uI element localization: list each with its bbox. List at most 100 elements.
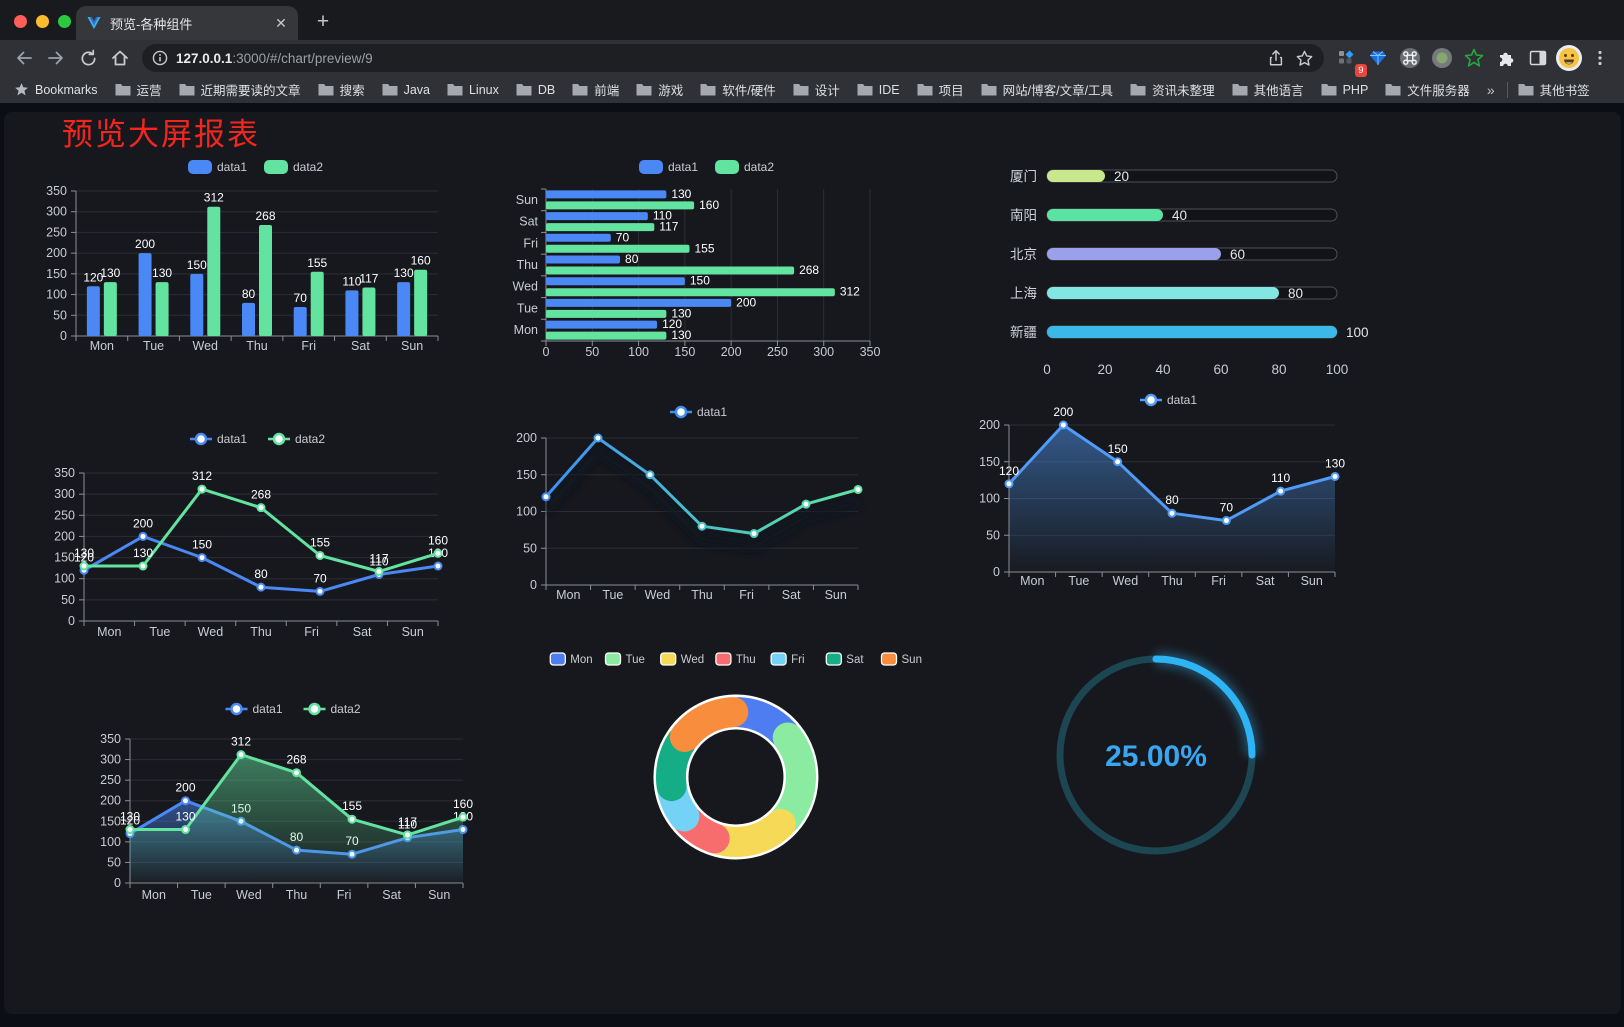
bookmark-folder[interactable]: 项目 (917, 80, 964, 99)
svg-text:110: 110 (1271, 471, 1290, 485)
back-arrow-icon (17, 51, 32, 65)
svg-text:70: 70 (1220, 501, 1234, 515)
extensions-puzzle-button[interactable] (1490, 43, 1522, 73)
svg-text:0: 0 (60, 329, 67, 343)
area-chart-dual[interactable]: data1 data2 0 50 100 150 200 250 300 350 Mon Tue Wed… (100, 683, 510, 921)
bookmark-folder[interactable]: 设计 (793, 80, 840, 99)
url-text[interactable]: 127.0.0.1:3000/#/chart/preview/9 (176, 50, 373, 66)
svg-text:Wed: Wed (193, 339, 219, 353)
share-icon[interactable] (1267, 49, 1285, 67)
svg-text:Thu: Thu (246, 339, 268, 353)
area-chart-single[interactable]: data1 0 50 100 150 200 Mon Tue Wed Thu Fri Sat Sun 12… (975, 388, 1395, 602)
svg-text:data1: data1 (217, 160, 247, 174)
svg-text:80: 80 (1288, 286, 1303, 301)
svg-text:130: 130 (394, 266, 414, 280)
extension-command-button[interactable] (1394, 43, 1426, 73)
close-window-button[interactable] (14, 15, 27, 28)
bookmark-star-icon[interactable] (1295, 49, 1314, 68)
svg-text:50: 50 (523, 541, 537, 555)
bookmark-folder-label: IDE (878, 82, 900, 97)
bookmark-folder[interactable]: 其他语言 (1232, 80, 1304, 99)
bookmark-folder-label: 文件服务器 (1407, 84, 1470, 98)
hbar-chart-grouped[interactable]: data1 data2 0 50 100 150 200 250 300 350 Sun 130 160… (500, 153, 900, 368)
svg-text:100: 100 (1346, 325, 1369, 340)
back-button[interactable] (8, 43, 40, 73)
folder-icon (917, 84, 933, 96)
bookmark-folder[interactable]: Java (382, 83, 430, 97)
bar-chart-grouped[interactable]: data1 data2 0 50 100 150 200 250 300 350 Mon Tue Wed… (40, 153, 450, 368)
minimize-window-button[interactable] (36, 15, 49, 28)
fullscreen-window-button[interactable] (58, 15, 71, 28)
svg-text:150: 150 (54, 551, 75, 565)
svg-text:312: 312 (231, 735, 251, 749)
svg-text:130: 130 (671, 306, 691, 320)
svg-text:Wed: Wed (513, 280, 539, 294)
svg-text:Thu: Thu (736, 654, 756, 666)
bookmark-folder[interactable]: 游戏 (636, 80, 683, 99)
svg-text:130: 130 (175, 810, 195, 824)
bookmark-folder[interactable]: 网站/博客/文章/工具 (981, 80, 1113, 99)
extension-star-button[interactable] (1458, 43, 1490, 73)
svg-text:268: 268 (286, 753, 306, 767)
bookmark-folder[interactable]: 近期需要读的文章 (179, 80, 301, 99)
bookmark-folder[interactable]: 文件服务器 (1385, 80, 1470, 99)
bookmark-folder[interactable]: 运营 (115, 80, 162, 99)
svg-text:250: 250 (100, 773, 121, 787)
window-controls (14, 15, 71, 28)
side-panel-button[interactable] (1522, 43, 1554, 73)
line-chart-dual[interactable]: data1 data2 0 50 100 150 200 250 300 350 Mon Tue Wed… (40, 425, 450, 650)
tab-title: 预览-各种组件 (110, 16, 193, 32)
svg-text:110: 110 (398, 818, 417, 832)
bookmark-folder[interactable]: 搜索 (318, 80, 365, 99)
bookmark-folder[interactable]: 前端 (572, 80, 619, 99)
other-bookmarks-folder[interactable]: 其他书签 (1518, 80, 1590, 99)
home-button[interactable] (104, 43, 136, 73)
svg-text:data1: data1 (697, 405, 727, 419)
bookmark-folder-label: 运营 (136, 84, 162, 98)
new-tab-button[interactable]: + (316, 10, 330, 33)
home-icon (112, 50, 128, 66)
svg-text:南阳: 南阳 (1010, 208, 1037, 223)
site-info-icon[interactable] (152, 50, 168, 66)
browser-menu-button[interactable] (1584, 43, 1616, 73)
folder-icon (318, 84, 334, 96)
profile-avatar[interactable] (1556, 45, 1582, 71)
svg-text:Sun: Sun (825, 588, 847, 602)
extension-gem-button[interactable] (1362, 43, 1394, 73)
folder-icon (700, 84, 716, 96)
browser-tab[interactable]: 预览-各种组件 ✕ (76, 6, 298, 40)
extension-recorder-button[interactable] (1426, 43, 1458, 73)
svg-text:Fri: Fri (523, 236, 538, 250)
svg-text:Wed: Wed (236, 888, 262, 902)
svg-text:Fri: Fri (739, 588, 754, 602)
donut-chart[interactable]: Mon Tue Wed Thu Fri Sat Sun (540, 643, 930, 883)
svg-text:150: 150 (674, 345, 695, 359)
bookmark-folder[interactable]: 资讯未整理 (1130, 80, 1215, 99)
svg-text:80: 80 (242, 287, 256, 301)
bookmark-folder[interactable]: DB (516, 83, 555, 97)
line-chart-gradient[interactable]: data1 0 50 100 150 200 Mon Tue Wed Thu Fri Sat Sun (500, 398, 900, 620)
bookmark-folder[interactable]: PHP (1321, 83, 1368, 97)
address-bar[interactable]: 127.0.0.1:3000/#/chart/preview/9 (142, 44, 1324, 72)
svg-text:Tue: Tue (1068, 574, 1089, 588)
gauge-chart[interactable]: 25.00% (1035, 641, 1285, 876)
svg-text:110: 110 (653, 209, 672, 223)
svg-text:300: 300 (54, 487, 75, 501)
extension-tampermonkey-button[interactable]: 9 (1330, 43, 1367, 77)
bookmarks-manager-link[interactable]: Bookmarks (14, 82, 98, 97)
bookmark-folder[interactable]: 软件/硬件 (700, 80, 776, 99)
svg-text:Sat: Sat (1256, 574, 1275, 588)
tab-close-icon[interactable]: ✕ (275, 15, 287, 31)
svg-text:Fri: Fri (1211, 574, 1226, 588)
forward-button[interactable] (40, 43, 72, 73)
bookmark-folder[interactable]: IDE (857, 83, 900, 97)
bookmarks-overflow-chevron[interactable]: » (1486, 81, 1495, 98)
svg-text:312: 312 (192, 469, 212, 483)
svg-text:北京: 北京 (1010, 247, 1037, 262)
svg-text:Mon: Mon (142, 888, 166, 902)
svg-text:300: 300 (813, 345, 834, 359)
reload-button[interactable] (72, 43, 104, 73)
progress-bar-chart[interactable]: 厦门 20 南阳 40 北京 60 上海 80 新疆 100 0 20 40 60 80 100 (985, 158, 1395, 388)
svg-text:Tue: Tue (602, 588, 623, 602)
bookmark-folder[interactable]: Linux (447, 83, 499, 97)
